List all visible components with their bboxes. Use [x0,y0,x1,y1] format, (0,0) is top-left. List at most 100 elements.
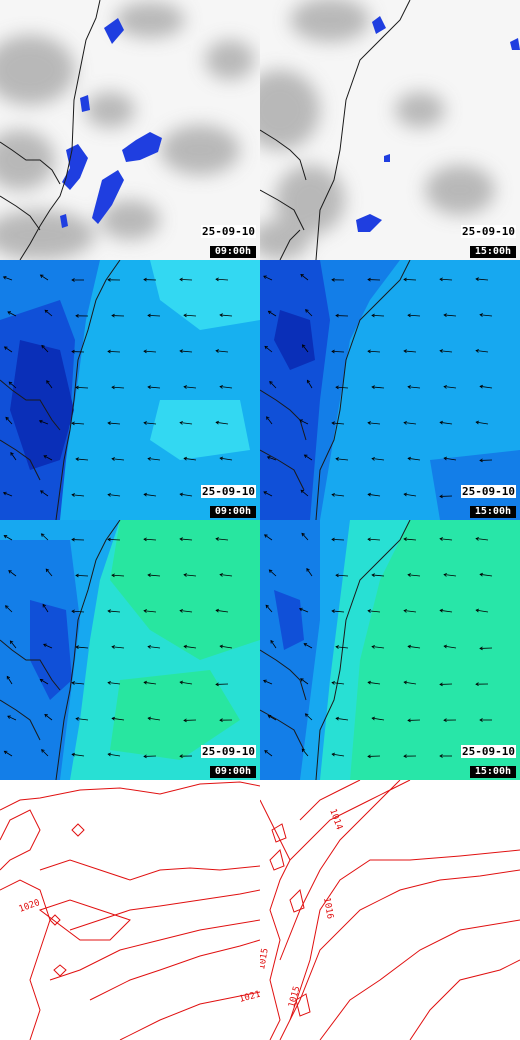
wind-arrow [108,610,121,613]
wind-arrow [45,568,53,577]
date-label: 25-09-10 [461,225,516,238]
wind-arrow-head [215,277,219,282]
wind-arrow [440,538,453,541]
wind-arrow-head [407,644,412,649]
wind-arrow [263,680,273,685]
pressure-panel-1500: 1014 1016 1015 1015 [260,780,520,1040]
wind-arrow [40,490,49,497]
wind-arrow-head [39,678,44,683]
wind-arrow [300,678,309,685]
wind-arrow-head [215,537,219,541]
wind-arrow [444,314,457,317]
wind-arrow [263,491,273,497]
wind-arrow-head [147,644,151,649]
wind-arrow [8,381,17,389]
wind-arrow [179,278,193,281]
wind-arrow-head [403,680,408,685]
wind-arrow-head [331,609,335,614]
wind-map [0,520,260,780]
isobars [0,781,260,1040]
wind-arrow-head [475,682,479,687]
wind-arrow [144,422,157,425]
wind-arrow [299,419,309,425]
cloud-panel-0900: 25-09-10 09:00h [0,0,260,260]
wind-arrow-head [479,646,483,651]
wind-arrow [408,645,421,649]
wind-arrow [372,386,385,389]
wind-arrow-head [267,310,272,315]
wind-arrow [148,458,161,461]
wind-arrow [368,610,381,613]
wind-arrow-head [107,537,111,542]
wind-arrow [404,422,417,425]
wind-arrow-head [219,313,223,318]
wind-arrow [300,489,309,497]
wind-arrow-head [300,273,304,278]
coastline [260,520,411,780]
wind-arrow-head [263,275,267,279]
wind-arrow-head [3,535,8,539]
wind-arrow-head [219,644,224,649]
wind-arrow-head [475,420,480,425]
wind-arrow [107,350,121,353]
wind-arrow [220,457,233,461]
wind-arrow [307,380,313,389]
wind-arrow-head [215,420,220,425]
wind-arrow-head [306,379,311,384]
wind-arrow [372,458,385,461]
wind-arrow-head [143,754,147,759]
wind-arrow-head [179,492,184,497]
wind-arrow-head [439,349,443,353]
wind-arrow [5,417,13,425]
wind-arrow [108,422,121,425]
wind-arrow-head [367,492,372,497]
wind-arrow-head [263,679,267,684]
wind-arrow [444,386,457,389]
wind-arrow-head [71,349,75,354]
wind-arrow-head [475,277,479,282]
wind-arrow [305,713,313,721]
wind-arrow [76,646,89,649]
wind-arrow-head [183,573,187,577]
isobar-label: 1016 [321,897,335,920]
wind-arrow [305,309,313,317]
wind-arrow-head [10,451,14,456]
wind-arrow-head [7,311,12,315]
isobar-map: 1014 1016 1015 1015 [260,780,520,1040]
wind-arrow-head [371,385,375,390]
isobars [260,780,520,1040]
wind-arrow-head [269,380,273,385]
wind-arrow [331,350,345,353]
wind-arrow-head [107,609,111,614]
wind-arrow [76,458,89,461]
wind-arrow-head [407,718,411,723]
wind-arrow [7,311,17,317]
wind-arrow-head [183,385,187,389]
wind-arrow-head [263,534,268,538]
wind-arrow [265,604,273,613]
wind-arrow [269,569,277,577]
wind-arrow [476,538,489,541]
wind-arrow [3,492,13,497]
wind-arrow-head [183,313,187,318]
wind-arrow [75,574,89,577]
wind-arrow [267,456,277,461]
wind-arrow-head [8,570,12,574]
wind-arrow-head [75,716,79,721]
time-label: 09:00h [209,766,256,778]
wind-arrow-head [305,309,309,313]
wind-panel-a-0900: 25-09-10 09:00h [0,260,260,520]
wind-arrow-head [2,491,7,496]
coastline [0,260,121,520]
wind-arrow-head [367,680,372,685]
wind-arrow-head [443,718,447,723]
wind-panel-b-1500: 25-09-10 15:00h [260,520,520,780]
wind-arrow-head [9,640,14,645]
wind-arrow [408,314,421,317]
wind-arrow-head [219,572,223,577]
wind-arrow-head [300,678,304,682]
wind-map [260,260,520,520]
wind-arrow-head [331,680,335,685]
wind-arrow [180,350,193,353]
wind-arrow [440,350,453,353]
